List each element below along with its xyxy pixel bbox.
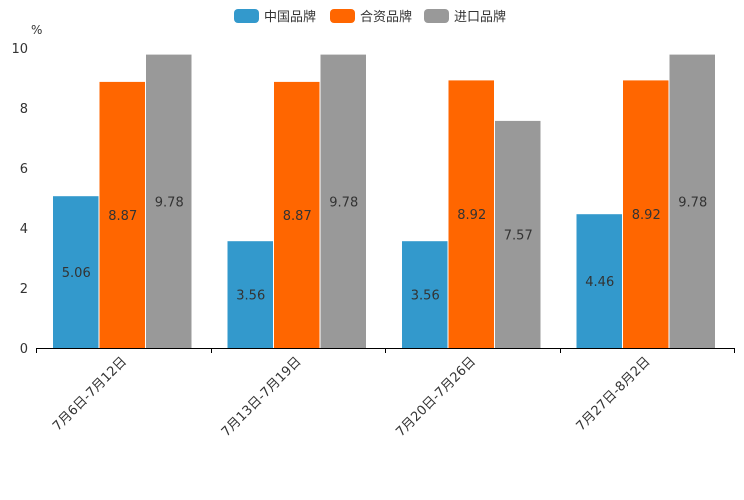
bar[interactable] — [402, 241, 448, 348]
legend-label[interactable]: 中国品牌 — [264, 9, 316, 25]
data-label: 9.78 — [329, 195, 358, 210]
x-tick-label: 7月6日-7月12日 — [50, 354, 130, 434]
bar[interactable] — [623, 80, 669, 349]
data-label: 9.78 — [155, 195, 184, 210]
data-label: 8.87 — [108, 209, 137, 224]
bar[interactable] — [448, 80, 495, 349]
data-label: 3.56 — [236, 289, 265, 304]
data-label: 4.46 — [585, 275, 614, 290]
bar[interactable] — [495, 120, 541, 349]
legend-label[interactable]: 合资品牌 — [360, 9, 412, 25]
y-tick-label: 6 — [20, 162, 28, 177]
y-tick-label: 0 — [20, 342, 28, 357]
legend-swatch[interactable] — [234, 9, 259, 23]
x-tick-label: 7月27日-8月2日 — [574, 354, 654, 434]
y-axis: 0 2 4 6 8 10 — [11, 42, 28, 357]
legend-swatch[interactable] — [424, 9, 449, 23]
legend: 中国品牌 合资品牌 进口品牌 — [234, 9, 506, 25]
bar[interactable] — [99, 81, 146, 349]
x-tick-label: 7月13日-7月19日 — [219, 354, 305, 440]
y-tick-label: 8 — [20, 102, 28, 117]
y-tick-label: 2 — [20, 282, 28, 297]
legend-label[interactable]: 进口品牌 — [454, 9, 506, 25]
data-label: 8.92 — [632, 208, 661, 223]
data-label: 8.92 — [457, 208, 486, 223]
x-tick-label: 7月20日-7月26日 — [393, 354, 479, 440]
bars: 5.06 8.87 9.78 3.56 8.87 9.78 3.56 8.92 7.57 4.46… — [53, 54, 716, 349]
data-label: 8.87 — [283, 209, 312, 224]
data-label: 3.56 — [411, 289, 440, 304]
y-tick-label: 4 — [20, 222, 28, 237]
legend-swatch[interactable] — [330, 9, 355, 23]
bar[interactable] — [669, 54, 716, 348]
y-axis-label: % — [31, 23, 42, 37]
x-axis: 7月6日-7月12日 7月13日-7月19日 7月20日-7月26日 7月27日-8月… — [36, 348, 735, 440]
bar[interactable] — [274, 81, 320, 349]
bar[interactable] — [227, 241, 274, 348]
data-label: 7.57 — [504, 228, 533, 243]
data-label: 5.06 — [62, 266, 91, 281]
bar[interactable] — [576, 214, 623, 348]
data-label: 9.78 — [678, 195, 707, 210]
bar[interactable] — [146, 54, 192, 348]
y-tick-label: 10 — [11, 42, 28, 57]
bar[interactable] — [53, 196, 99, 348]
bar[interactable] — [320, 54, 367, 348]
